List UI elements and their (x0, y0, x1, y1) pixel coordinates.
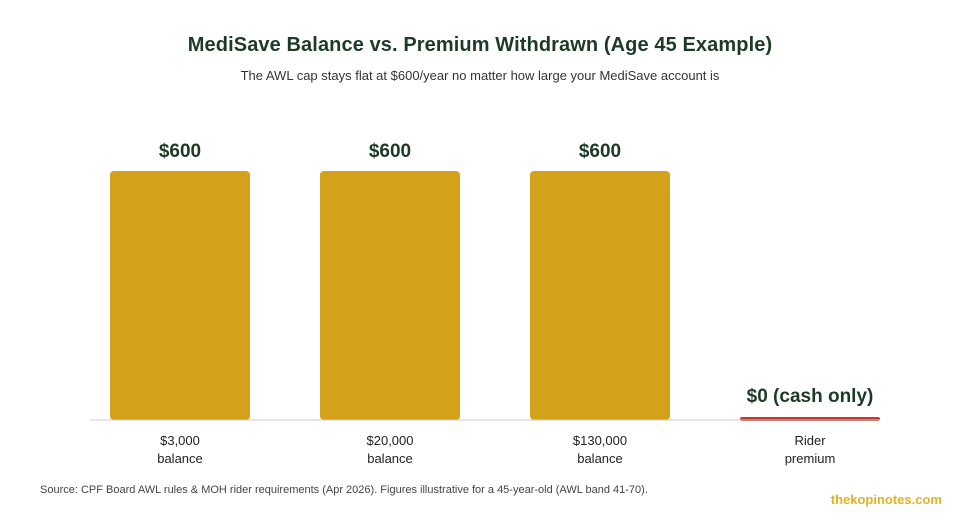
chart-subtitle: The AWL cap stays flat at $600/year no m… (240, 68, 720, 83)
x-tick-label: balance (577, 451, 623, 466)
labels-layer: $600 $3,000 balance $600 $20,000 balance $600 $… (157, 141, 873, 466)
x-tick-label: $130,000 (573, 433, 627, 448)
x-tick-label: balance (367, 451, 413, 466)
x-tick-label: premium (785, 451, 836, 466)
x-tick-label: Rider (794, 433, 826, 448)
bars-layer (110, 171, 880, 421)
x-tick-label: balance (157, 451, 203, 466)
bar-value-label: $600 (159, 141, 201, 162)
brand-watermark: thekopinotes.com (830, 492, 942, 507)
source-note: Source: CPF Board AWL rules & MOH rider … (40, 484, 648, 496)
bar (320, 171, 460, 420)
bar-value-label: $600 (369, 141, 411, 162)
x-tick-label: $20,000 (367, 433, 414, 448)
bar-value-label: $0 (cash only) (747, 386, 874, 407)
bar (530, 171, 670, 420)
x-tick-label: $3,000 (160, 433, 200, 448)
bar-value-label: $600 (579, 141, 621, 162)
chart-title: MediSave Balance vs. Premium Withdrawn (… (187, 34, 773, 56)
bar (110, 171, 250, 420)
